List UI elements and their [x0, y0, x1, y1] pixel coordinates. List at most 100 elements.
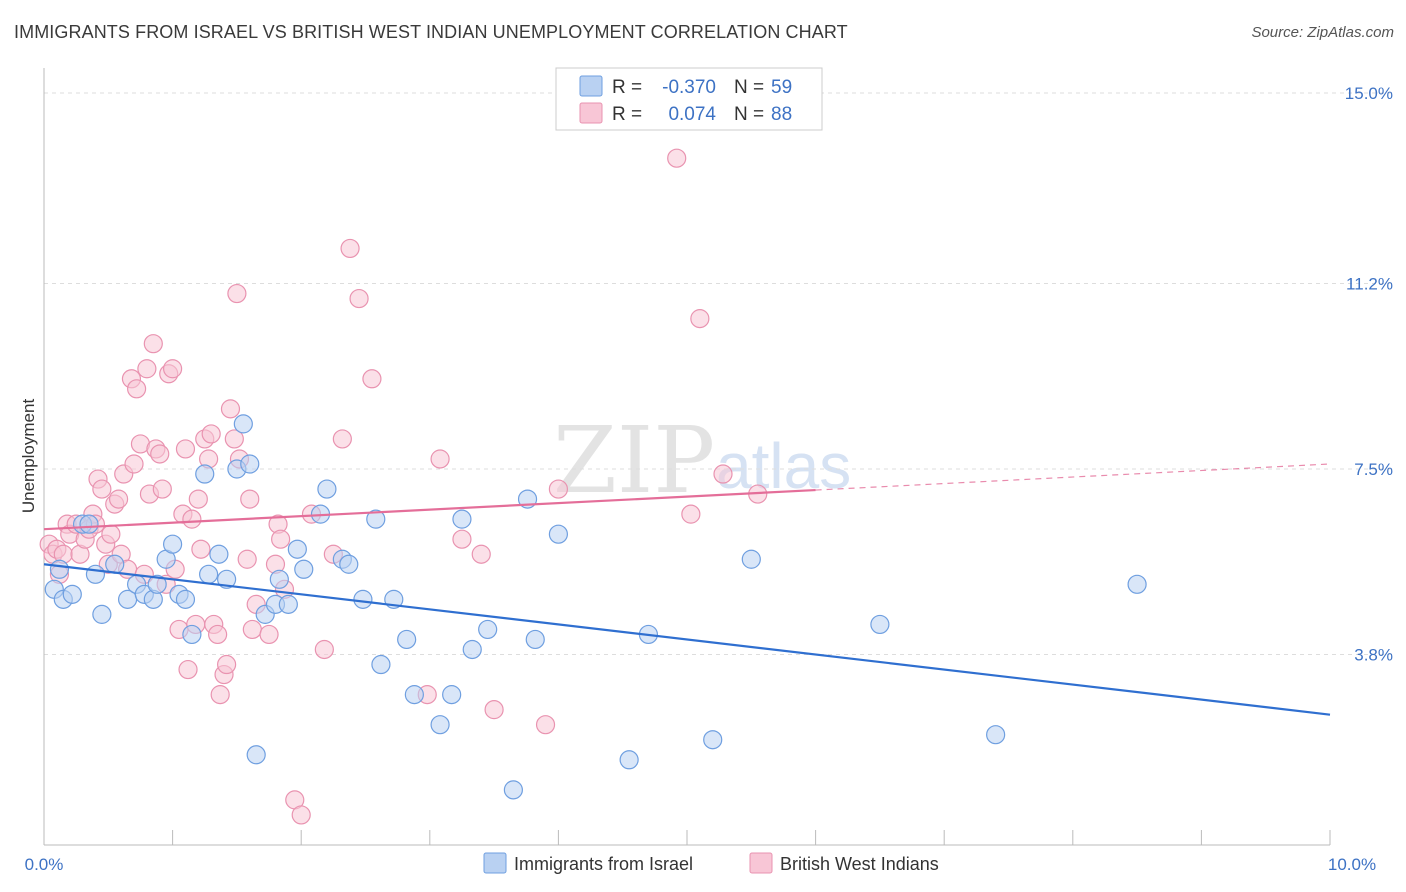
bwi-point-48: [201, 424, 221, 444]
series-legend-swatch-israel: [483, 852, 507, 874]
bwi-point-85: [713, 464, 733, 484]
israel-point-36: [366, 509, 386, 529]
chart-title: IMMIGRANTS FROM ISRAEL VS BRITISH WEST I…: [14, 22, 848, 42]
bwi-point-77: [430, 449, 450, 469]
israel-point-20: [209, 544, 229, 564]
bwi-point-56: [227, 283, 247, 304]
legend-swatch-bwi: [579, 102, 603, 124]
israel-point-49: [548, 524, 569, 544]
bwi-point-32: [150, 444, 170, 464]
israel-point-18: [195, 464, 215, 484]
legend-r-value-0: -0.370: [662, 77, 716, 98]
bwi-point-54: [220, 399, 241, 419]
israel-point-23: [233, 414, 253, 434]
israel-point-58: [353, 589, 373, 609]
bwi-point-75: [362, 369, 382, 389]
israel-point-14: [163, 534, 183, 554]
israel-point-55: [986, 725, 1006, 745]
israel-point-56: [1127, 574, 1147, 594]
bwi-point-80: [484, 700, 504, 720]
bwi-point-62: [259, 624, 279, 645]
israel-point-35: [339, 554, 359, 574]
israel-point-43: [452, 509, 472, 529]
israel-point-21: [217, 569, 237, 589]
bwi-point-83: [667, 148, 687, 168]
bwi-point-70: [314, 639, 334, 660]
israel-point-38: [397, 629, 417, 650]
bwi-trend-line: [43, 488, 816, 531]
legend-n-value-1: 88: [771, 104, 792, 125]
israel-point-41: [430, 715, 450, 735]
bwi-point-79: [471, 544, 491, 564]
bwi-point-72: [332, 429, 352, 449]
israel-point-39: [371, 654, 391, 675]
y-tick-label-1: 7.5%: [1354, 460, 1393, 479]
y-tick-label-3: 15.0%: [1345, 84, 1393, 103]
bwi-point-65: [271, 529, 291, 549]
bwi-point-30: [143, 334, 163, 354]
israel-point-57: [49, 559, 70, 579]
israel-point-52: [703, 730, 723, 750]
bwi-point-45: [191, 539, 211, 559]
bwi-point-33: [152, 479, 172, 499]
series-legend-label-israel: Immigrants from Israel: [514, 854, 693, 874]
bwi-point-28: [137, 359, 157, 379]
israel-point-2: [62, 584, 82, 604]
israel-point-53: [741, 549, 761, 569]
legend-r-label-1: R =: [612, 104, 642, 125]
legend-n-label-1: N =: [734, 104, 764, 125]
bwi-point-84: [690, 309, 710, 329]
bwi-point-74: [349, 288, 369, 309]
bwi-point-82: [548, 479, 569, 499]
israel-point-54: [870, 614, 890, 635]
bwi-point-59: [240, 489, 260, 509]
israel-trend-line: [43, 563, 1331, 716]
israel-point-25: [246, 745, 266, 765]
israel-point-24: [240, 454, 260, 474]
x-tick-label-min: 0.0%: [25, 855, 64, 874]
israel-point-46: [503, 780, 523, 800]
israel-point-42: [442, 685, 462, 705]
israel-point-45: [478, 619, 498, 640]
y-tick-label-0: 3.8%: [1354, 646, 1393, 665]
source-label: Source: ZipAtlas.com: [1251, 24, 1394, 41]
israel-point-5: [85, 564, 106, 584]
israel-point-40: [404, 685, 424, 705]
israel-point-4: [79, 514, 99, 534]
x-tick-label-max: 10.0%: [1328, 855, 1376, 874]
israel-point-28: [269, 569, 289, 589]
bwi-trend-line-extension: [815, 463, 1331, 491]
bwi-point-14: [92, 479, 112, 499]
watermark: ZIP atlas: [553, 407, 851, 514]
bwi-point-53: [217, 654, 237, 675]
bwi-point-60: [242, 619, 262, 640]
bwi-point-19: [108, 489, 129, 509]
bwi-point-40: [175, 439, 196, 459]
bwi-point-36: [163, 359, 183, 379]
y-axis-label: Unemployment: [19, 399, 38, 514]
legend-n-value-0: 59: [771, 77, 792, 98]
bwi-point-58: [237, 549, 257, 569]
bwi-point-50: [208, 624, 228, 645]
israel-point-7: [105, 554, 125, 574]
bwi-point-24: [124, 454, 144, 474]
legend-r-value-1: 0.074: [668, 104, 716, 125]
bwi-point-73: [340, 238, 360, 259]
israel-point-17: [182, 624, 202, 645]
correlation-legend: R = -0.370 N = 59 R = 0.074 N = 88: [555, 67, 823, 131]
israel-point-31: [294, 559, 314, 579]
scatter-points: [39, 148, 1147, 825]
legend-n-label-0: N =: [734, 77, 764, 98]
bwi-point-42: [182, 509, 202, 529]
israel-point-48: [525, 629, 545, 650]
x-axis-ticks: [43, 830, 1331, 845]
series-legend-swatch-bwi: [749, 852, 773, 874]
bwi-point-25: [126, 379, 147, 399]
legend-swatch-israel: [579, 75, 603, 97]
y-tick-label-2: 11.2%: [1346, 275, 1393, 294]
bwi-point-17: [101, 524, 121, 544]
bwi-point-44: [188, 489, 208, 509]
bwi-point-51: [210, 685, 230, 705]
y-tick-labels: 3.8% 7.5% 11.2% 15.0%: [1345, 84, 1393, 664]
